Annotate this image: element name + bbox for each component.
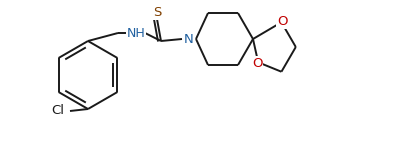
Text: NH: NH bbox=[127, 27, 145, 40]
Text: N: N bbox=[184, 32, 194, 45]
Text: O: O bbox=[252, 57, 263, 70]
Text: Cl: Cl bbox=[51, 104, 64, 117]
Text: O: O bbox=[277, 15, 288, 28]
Text: S: S bbox=[153, 5, 161, 19]
